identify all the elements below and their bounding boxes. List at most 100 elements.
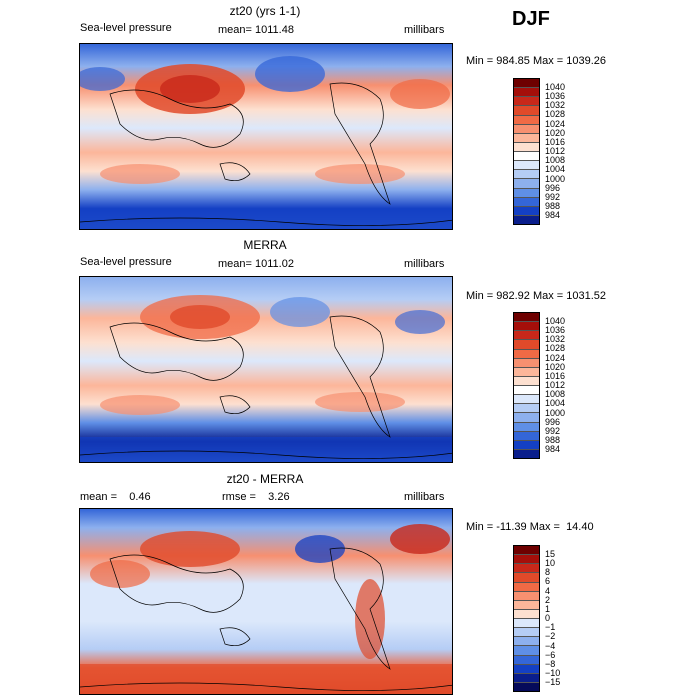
colorbar-swatch xyxy=(514,206,539,216)
colorbar-swatch xyxy=(514,440,539,450)
colorbar-tick: 1004 xyxy=(545,164,566,174)
colorbar-swatch xyxy=(514,546,539,556)
colorbar-swatch xyxy=(514,609,539,619)
colorbar-tick: 988 xyxy=(545,435,561,445)
colorbar-tick: 1028 xyxy=(545,343,566,353)
colorbar-tick: 1016 xyxy=(545,137,566,147)
colorbar-tick: 996 xyxy=(545,183,561,193)
panel-3-colorbar xyxy=(513,545,540,692)
colorbar-tick: 1020 xyxy=(545,362,566,372)
colorbar-swatch xyxy=(514,322,539,332)
colorbar-swatch xyxy=(514,619,539,629)
colorbar-swatch xyxy=(514,673,539,683)
colorbar-tick: 1040 xyxy=(545,82,566,92)
colorbar-tick: 1024 xyxy=(545,353,566,363)
colorbar-tick: 1020 xyxy=(545,128,566,138)
panel-2-right-label: millibars xyxy=(404,258,445,270)
panel-1-title: zt20 (yrs 1-1) xyxy=(229,4,301,18)
colorbar-swatch xyxy=(514,582,539,592)
colorbar-swatch xyxy=(514,97,539,107)
colorbar-swatch xyxy=(514,682,539,691)
colorbar-swatch xyxy=(514,367,539,377)
colorbar-tick: −4 xyxy=(545,641,556,651)
panel-2-center-label: mean= 1011.02 xyxy=(218,258,294,270)
colorbar-swatch xyxy=(514,152,539,162)
colorbar-swatch xyxy=(514,340,539,350)
colorbar-swatch xyxy=(514,161,539,171)
colorbar-tick: 984 xyxy=(545,444,561,454)
panel-1-right-label: millibars xyxy=(404,24,445,36)
season-label: DJF xyxy=(512,8,550,30)
colorbar-tick: 1036 xyxy=(545,91,566,101)
colorbar-tick: 0 xyxy=(545,613,551,623)
colorbar-swatch xyxy=(514,422,539,432)
colorbar-tick: 1008 xyxy=(545,155,566,165)
colorbar-swatch xyxy=(514,664,539,674)
colorbar-tick: 1032 xyxy=(545,334,566,344)
panel-2-stats: Min = 982.92 Max = 1031.52 xyxy=(466,290,607,302)
colorbar-swatch xyxy=(514,555,539,565)
colorbar-swatch xyxy=(514,431,539,441)
colorbar-swatch xyxy=(514,170,539,180)
panel-3-left-label: mean = 0.46 xyxy=(80,491,151,503)
colorbar-swatch xyxy=(514,358,539,368)
panel-2-colorbar-ticks: 1040 1036 1032 1028 1024 1020 1016 1012 … xyxy=(545,312,585,459)
colorbar-swatch xyxy=(514,331,539,341)
colorbar-tick: 1000 xyxy=(545,174,566,184)
colorbar-tick: −8 xyxy=(545,659,556,669)
colorbar-swatch xyxy=(514,386,539,396)
colorbar-tick: 10 xyxy=(545,558,556,568)
colorbar-tick: 6 xyxy=(545,576,551,586)
colorbar-tick: −15 xyxy=(545,677,561,687)
colorbar-swatch xyxy=(514,591,539,601)
colorbar-tick: 992 xyxy=(545,192,561,202)
colorbar-swatch xyxy=(514,600,539,610)
colorbar-tick: 1032 xyxy=(545,100,566,110)
panel-1-colorbar-ticks: 1040 1036 1032 1028 1024 1020 1016 1012 … xyxy=(545,78,585,225)
colorbar-tick: 4 xyxy=(545,586,551,596)
colorbar-tick: 1008 xyxy=(545,389,566,399)
colorbar-tick: −2 xyxy=(545,631,556,641)
panel-3-center-label: rmse = 3.26 xyxy=(222,491,290,503)
colorbar-swatch xyxy=(514,79,539,89)
colorbar-tick: 1024 xyxy=(545,119,566,129)
colorbar-tick: 996 xyxy=(545,417,561,427)
colorbar-swatch xyxy=(514,179,539,189)
colorbar-tick: 1036 xyxy=(545,325,566,335)
colorbar-tick: 1000 xyxy=(545,408,566,418)
panel-3-right-label: millibars xyxy=(404,491,445,503)
colorbar-tick: −1 xyxy=(545,622,556,632)
colorbar-swatch xyxy=(514,88,539,98)
colorbar-swatch xyxy=(514,376,539,386)
colorbar-tick: 1 xyxy=(545,604,551,614)
colorbar-tick: 1012 xyxy=(545,380,566,390)
colorbar-tick: 1004 xyxy=(545,398,566,408)
colorbar-tick: 1012 xyxy=(545,146,566,156)
colorbar-swatch xyxy=(514,573,539,583)
colorbar-tick: 1040 xyxy=(545,316,566,326)
colorbar-swatch xyxy=(514,655,539,665)
panel-1-center-label: mean= 1011.48 xyxy=(218,24,294,36)
colorbar-swatch xyxy=(514,395,539,405)
colorbar-tick: 2 xyxy=(545,595,551,605)
colorbar-swatch xyxy=(514,215,539,224)
colorbar-swatch xyxy=(514,637,539,647)
panel-2-left-label: Sea-level pressure xyxy=(80,256,172,268)
colorbar-swatch xyxy=(514,449,539,458)
panel-3-colorbar-ticks: 15 10 8 6 4 2 1 0 −1 −2 −4 −6 −8 −10 −15 xyxy=(545,545,585,692)
panel-1-stats: Min = 984.85 Max = 1039.26 xyxy=(466,55,607,67)
colorbar-swatch xyxy=(514,115,539,125)
colorbar-tick: 15 xyxy=(545,549,556,559)
panel-1-left-label: Sea-level pressure xyxy=(80,22,172,34)
colorbar-tick: 988 xyxy=(545,201,561,211)
colorbar-swatch xyxy=(514,628,539,638)
panel-1-map xyxy=(79,43,453,230)
panel-2-title: MERRA xyxy=(243,238,287,252)
colorbar-tick: 992 xyxy=(545,426,561,436)
panel-3-stats: Min = -11.39 Max = 14.40 xyxy=(466,521,594,533)
colorbar-swatch xyxy=(514,646,539,656)
panel-2-colorbar xyxy=(513,312,540,459)
colorbar-swatch xyxy=(514,413,539,423)
colorbar-tick: 1016 xyxy=(545,371,566,381)
colorbar-swatch xyxy=(514,349,539,359)
